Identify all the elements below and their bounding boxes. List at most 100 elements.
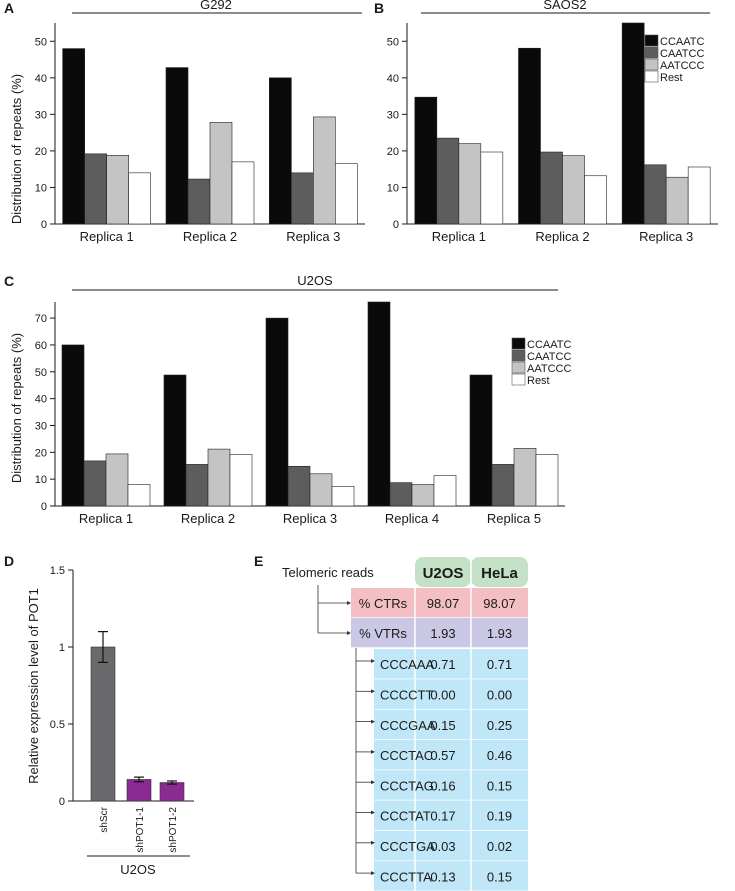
tree-arrowhead <box>371 719 375 724</box>
panel-c-legend-entry: AATCCC <box>527 363 571 375</box>
table-ctr-value: 98.07 <box>427 596 460 611</box>
panel-b-legend-entry: CAATCC <box>660 48 704 60</box>
table-header-label: U2OS <box>423 565 464 582</box>
table-motif-value: 0.71 <box>487 657 512 672</box>
panel-c-bar-ccaatc-2 <box>163 374 187 507</box>
panel-b-legend-swatch-caatcc <box>644 46 659 59</box>
panel-b-y-tick-label: 20 <box>387 146 399 158</box>
panel-b-bar-ccaatc-2 <box>518 47 541 225</box>
panel-b-bar-caatcc-3 <box>643 164 667 225</box>
panel-d-group-label: U2OS <box>120 862 156 877</box>
panel-b-y-tick-label: 40 <box>387 73 399 85</box>
table-motif-label: CCCTAG <box>380 778 434 793</box>
panel-b-y-tick-label: 30 <box>387 109 399 121</box>
panel-c-bar-aatccc-4 <box>411 484 435 507</box>
table-motif-value: 0.16 <box>430 778 455 793</box>
panel-c-x-tick-label: Replica 3 <box>283 511 337 526</box>
panel-e-table: Telomeric reads U2OS HeLa % CTRs 98.07 98.07… <box>282 557 528 891</box>
table-motif-value: 0.15 <box>487 778 512 793</box>
panel-a-bar-rest-2 <box>231 161 255 225</box>
table-vtr-row <box>351 618 528 648</box>
panel-c-title: U2OS <box>297 273 333 288</box>
panel-c-bar-ccaatc-1 <box>61 344 85 507</box>
panel-b-bar-caatcc-1 <box>436 137 460 225</box>
panel-c-y-tick-label: 40 <box>35 394 47 406</box>
table-ctr-row <box>351 588 528 618</box>
panel-a-bar-ccaatc-3 <box>269 77 292 225</box>
panel-c-y-tick-label: 30 <box>35 420 47 432</box>
panel-c-y-tick-label: 0 <box>41 501 47 513</box>
panel-c-bar-rest-4 <box>433 475 457 507</box>
table-motif-row <box>374 709 528 740</box>
panel-c-legend-swatch-aatccc <box>511 361 526 374</box>
table-motif-value: 0.25 <box>487 718 512 733</box>
panel-c-legend-swatch-ccaatc <box>511 337 526 350</box>
table-motif-value: 0.15 <box>430 718 455 733</box>
panel-d-y-tick-label: 0.5 <box>50 719 65 731</box>
panel-b-bar-rest-2 <box>584 175 607 225</box>
panel-b-legend-entry: AATCCC <box>660 60 704 72</box>
table-root-label: Telomeric reads <box>282 565 374 580</box>
panel-a-bar-aatccc-2 <box>209 122 233 225</box>
panel-a-ylabel: Distribution of repeats (%) <box>9 74 24 224</box>
panel-b: SAOS2 0 10 20 30 40 50 Replica 1 Replica 2 Repli… <box>387 0 718 244</box>
table-vtr-value: 1.93 <box>487 626 512 641</box>
table-motif-value: 0.57 <box>430 748 455 763</box>
panel-b-legend-swatch-rest <box>644 70 659 83</box>
panel-a-bar-caatcc-1 <box>84 153 107 225</box>
tree-arrowhead <box>371 659 375 663</box>
panel-d-bar-shpot1-2 <box>159 782 185 802</box>
panel-c-y-tick-label: 70 <box>35 313 47 325</box>
panel-a-y-tick-label: 40 <box>35 73 47 85</box>
panel-b-bar-aatccc-3 <box>665 176 689 225</box>
panel-c-bar-rest-2 <box>229 454 253 507</box>
table-motif-label: CCCTAC <box>380 748 433 763</box>
panel-c-ylabel: Distribution of repeats (%) <box>9 333 24 483</box>
panel-b-y-tick-label: 0 <box>393 219 399 231</box>
panel-a: G292 Distribution of repeats (%) 0 10 20 30… <box>9 0 365 244</box>
panel-b-bar-caatcc-2 <box>540 151 563 225</box>
panel-c-legend-swatch-rest <box>511 373 526 386</box>
panel-c: U2OS Distribution of repeats (%) 0 10 20 30… <box>9 273 571 526</box>
table-header-hela <box>471 557 528 587</box>
table-ctr-label: % CTRs <box>359 596 408 611</box>
panel-a-plot: 0 10 20 30 40 50 Replica 1 Replica 2 Replica 3 <box>35 23 365 244</box>
table-motif-label: CCCAAA <box>380 657 435 672</box>
table-motif-value: 0.13 <box>430 869 455 884</box>
tree-arrowhead <box>371 871 375 876</box>
panel-c-bar-ccaatc-5 <box>469 374 493 507</box>
panel-c-bar-rest-1 <box>127 484 151 507</box>
panel-c-x-tick-label: Replica 1 <box>79 511 133 526</box>
panel-a-bar-aatccc-3 <box>313 116 336 225</box>
table-motif-value: 0.46 <box>487 748 512 763</box>
panel-b-legend-swatch-aatccc <box>644 58 659 71</box>
panel-d-ylabel: Relative expression level of POT1 <box>26 588 41 784</box>
panel-b-x-tick-label: Replica 2 <box>535 229 589 244</box>
panel-c-y-tick-label: 60 <box>35 340 47 352</box>
table-motif-label: CCCTTA <box>380 869 432 884</box>
panel-b-x-tick-label: Replica 3 <box>639 229 693 244</box>
panel-d-plot: 0 0.5 1 1.5 shScr shPOT1-1 shPOT1-2 <box>50 565 194 853</box>
table-motif-row <box>374 800 528 831</box>
panel-c-y-tick-label: 50 <box>35 367 47 379</box>
panel-d-x-tick-label: shScr <box>99 806 110 832</box>
panel-a-y-tick-label: 20 <box>35 146 47 158</box>
panel-a-bar-rest-3 <box>335 163 358 225</box>
panel-b-bar-ccaatc-3 <box>621 22 645 225</box>
table-motif-value: 0.71 <box>430 657 455 672</box>
table-motif-value: 0.15 <box>487 869 512 884</box>
panel-d-bar-shscr <box>90 646 116 802</box>
panel-a-bar-caatcc-3 <box>291 172 314 225</box>
table-motif-value: 0.17 <box>430 809 455 824</box>
table-motif-value: 0.19 <box>487 809 512 824</box>
panel-c-x-tick-label: Replica 2 <box>181 511 235 526</box>
panel-c-bar-aatccc-3 <box>309 473 333 507</box>
panel-c-legend-entry: CAATCC <box>527 351 571 363</box>
panel-c-legend-entry: Rest <box>527 375 550 387</box>
panel-b-y-tick-label: 50 <box>387 36 399 48</box>
table-motif-value: 0.00 <box>430 687 455 702</box>
tree-arrowhead <box>347 601 351 605</box>
table-motif-label: CCCCTT <box>380 687 433 702</box>
panel-b-legend-entry: CCAATC <box>660 36 704 48</box>
